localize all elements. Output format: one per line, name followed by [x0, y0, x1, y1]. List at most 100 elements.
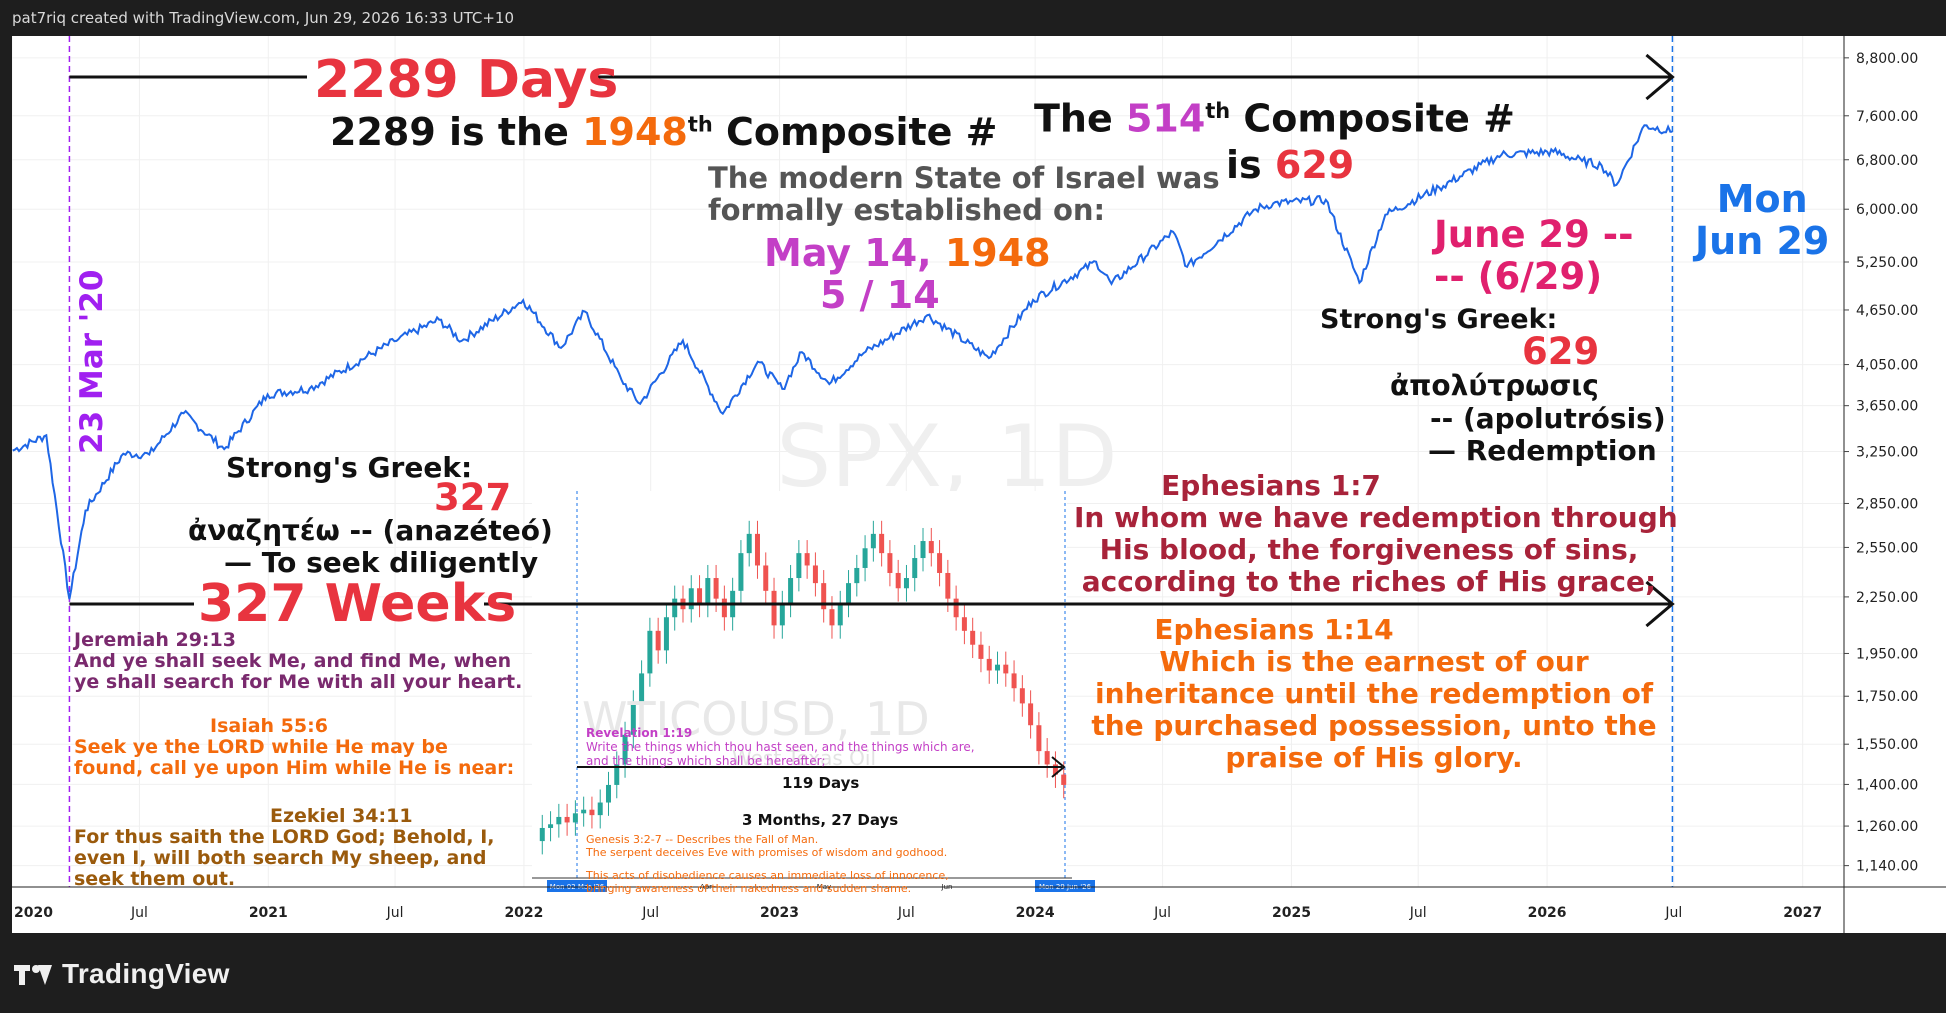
inset-candle-body — [829, 609, 835, 626]
time-tick-label: Jul — [1409, 905, 1427, 921]
price-tick-label: 4,650.00 — [1856, 303, 1918, 319]
june-line1: June 29 -- — [1434, 213, 1634, 256]
revelation-verse: Revelation 1:19 Write the things which t… — [586, 726, 975, 768]
range-arrows — [69, 53, 1675, 628]
ezekiel-line3: seek them out. — [74, 868, 236, 890]
inset-candle-body — [821, 583, 827, 610]
right-sup: th — [1205, 99, 1231, 123]
inset-candle-body — [953, 598, 959, 618]
price-tick-label: 6,000.00 — [1856, 202, 1918, 218]
composite-line: 2289 is the 1948th Composite # — [330, 110, 998, 154]
inset-days: 119 Days — [782, 774, 860, 792]
inset-candle-body — [846, 583, 852, 604]
ezekiel-verse: Ezekiel 34:11 For thus saith the LORD Go… — [74, 806, 495, 890]
ephesians-1-14: Ephesians 1:14 Which is the earnest of o… — [1074, 614, 1674, 774]
time-tick-label: 2022 — [504, 905, 543, 921]
marker-right-label: Mon Jun 29 — [1695, 178, 1829, 262]
price-tick-label: 1,950.00 — [1856, 646, 1918, 662]
marker-left-label: 23 Mar '20 — [74, 269, 110, 454]
time-tick-label: 2020 — [14, 905, 53, 921]
inset-candle-body — [1003, 664, 1009, 674]
inset-candle-body — [937, 553, 943, 573]
isaiah-ref: Isaiah 55:6 — [210, 715, 328, 737]
inset-date-badge — [547, 880, 607, 892]
strongs-right-number: 629 — [1522, 330, 1600, 373]
ezekiel-line2: even I, will both search My sheep, and — [74, 847, 487, 869]
ezekiel-ref: Ezekiel 34:11 — [270, 805, 413, 827]
marker-left-label-wrap: 23 Mar '20 — [70, 236, 110, 466]
inset-candle-body — [970, 630, 976, 645]
inset-candle-body — [961, 617, 967, 631]
marker-right-line1: Mon — [1716, 177, 1808, 221]
genesis-line3: This acts of disobedience causes an imme… — [586, 869, 949, 882]
wti-watermark: WTICOUSD, 1D — [582, 692, 930, 746]
chart-panel[interactable]: SPX, 1D Mon 02 Mar '26 Apr May Jun Mon 29 Ju… — [12, 36, 1946, 933]
weeks-arrow-head — [1645, 580, 1675, 628]
right-the: The — [1034, 96, 1126, 141]
price-tick-label: 3,250.00 — [1856, 445, 1918, 461]
inset-candle-body — [812, 565, 818, 584]
inset-candle-body — [622, 734, 628, 765]
time-tick-label: Jul — [897, 905, 915, 921]
brand-name: TradingView — [62, 958, 230, 989]
inset-candle-body — [548, 824, 554, 828]
inset-candle-body — [862, 548, 868, 568]
inset-candle-body — [564, 816, 570, 823]
right-number: 514 — [1125, 96, 1206, 141]
time-tick-label: 2025 — [1272, 905, 1311, 921]
strongs-left-label: Strong's Greek: — [226, 451, 473, 484]
wti-subtitle: West Texas Oil — [732, 746, 877, 770]
inset-candle-body — [754, 533, 760, 566]
eph17-line2: His blood, the forgiveness of sins, — [1099, 533, 1639, 566]
inset-candle-body — [1061, 774, 1067, 785]
jeremiah-verse: Jeremiah 29:13 And ye shall seek Me, and… — [74, 630, 522, 693]
inset-candle-body — [705, 578, 711, 604]
jeremiah-line1: And ye shall seek Me, and find Me, when — [74, 650, 512, 672]
inset-candle-body — [639, 673, 645, 704]
greek-right: ἀπολύτρωσις — [1390, 369, 1599, 402]
inset-months: 3 Months, 27 Days — [742, 811, 899, 829]
price-tick-label: 2,250.00 — [1856, 590, 1918, 606]
eph114-line4: praise of His glory. — [1225, 741, 1523, 774]
inset-candle-body — [945, 572, 951, 599]
time-tick-label: Jul — [386, 905, 404, 921]
inset-candle-body — [771, 590, 777, 626]
time-tick-label: 2023 — [760, 905, 799, 921]
greek-right-meaning: — Redemption — [1428, 434, 1657, 467]
may-line2: 5 / 14 — [820, 273, 940, 317]
inset-candle-body — [721, 598, 727, 618]
price-tick-label: 7,600.00 — [1856, 109, 1918, 125]
inset-candle-body — [1036, 725, 1042, 752]
genesis-line1: Genesis 3:2-7 -- Describes the Fall of M… — [586, 833, 819, 846]
price-axis[interactable]: 8,800.00 7,600.00 6,800.00 6,000.00 5,250.00… — [1843, 36, 1918, 933]
inset-candle-body — [788, 578, 794, 604]
israel-date: May 14, 1948 5 / 14 — [764, 232, 1051, 316]
inset-days-arrow-head — [1051, 756, 1066, 778]
greek-left-meaning: — To seek diligently — [224, 546, 539, 579]
eph114-line1: Which is the earnest of our — [1159, 645, 1589, 678]
price-tick-label: 8,800.00 — [1856, 51, 1918, 67]
eph17-line1: In whom we have redemption through — [1074, 501, 1678, 534]
price-tick-label: 1,140.00 — [1856, 859, 1918, 875]
revelation-line2: and the things which shall be hereafter; — [586, 754, 826, 768]
time-axis[interactable]: 2020 Jul 2021 Jul 2022 Jul 2023 Jul 2024 Jul 2025 J… — [12, 886, 1946, 921]
chart-canvas[interactable]: SPX, 1D Mon 02 Mar '26 Apr May Jun Mon 29 Ju… — [12, 36, 1946, 933]
inset-candle-body — [986, 658, 992, 671]
inset-candle-body — [713, 578, 719, 599]
inset-candle-body — [763, 565, 769, 591]
inset-candle-body — [581, 809, 587, 814]
inset-candle-body — [688, 588, 694, 610]
tradingview-logo-icon — [14, 961, 52, 987]
tradingview-logo[interactable]: TradingView — [14, 957, 230, 991]
bottom-bar: TradingView — [0, 933, 1946, 1013]
inset-candle-body — [697, 588, 703, 604]
greek-right-translit: -- (apolutrósis) — [1430, 402, 1666, 435]
ezekiel-line1: For thus saith the LORD God; Behold, I, — [74, 826, 495, 848]
revelation-line1: Write the things which thou hast seen, a… — [586, 740, 975, 754]
inset-candle-body — [837, 603, 843, 626]
israel-line2: formally established on: — [708, 193, 1106, 227]
inset-candle-body — [779, 603, 785, 626]
inset-candle-body — [903, 578, 909, 589]
time-tick-label: 2026 — [1528, 905, 1567, 921]
inset-date-badge — [1035, 880, 1095, 892]
